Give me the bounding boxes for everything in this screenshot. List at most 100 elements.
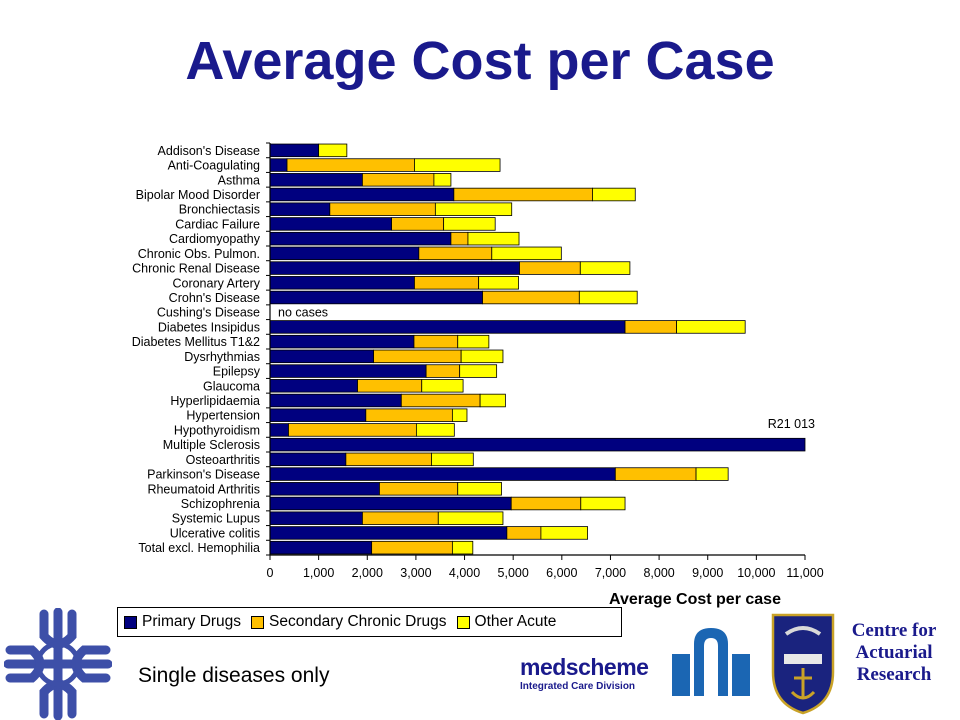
bar-secondary-chronic-drugs-bipolar-mood-disorder	[453, 187, 593, 202]
bar-primary-drugs-ulcerative-colitis	[269, 526, 508, 540]
bar-other-acute-dysrhythmias	[460, 349, 504, 364]
x-tick-label-2: 2,000	[352, 566, 383, 580]
bar-other-acute-crohn-s-disease	[578, 290, 638, 305]
x-tick-labels: 0 1,000 2,000 3,000 4,000 5,000 6,000 7,000 8,00…	[267, 566, 824, 580]
bar-primary-drugs-bipolar-mood-disorder	[269, 187, 455, 202]
bar-secondary-chronic-drugs-cardiomyopathy	[450, 231, 469, 246]
bar-secondary-chronic-drugs-glaucoma	[357, 379, 423, 393]
x-tick-label-9: 9,000	[692, 566, 723, 580]
bar-other-acute-diabetes-mellitus-t1-2	[457, 334, 490, 349]
bar-secondary-chronic-drugs-hypertension	[365, 408, 453, 422]
bar-primary-drugs-anti-coagulating	[269, 158, 288, 172]
centre-line-3: Research	[856, 664, 932, 685]
bar-primary-drugs-chronic-renal-disease	[269, 261, 520, 275]
bar-secondary-chronic-drugs-dysrhythmias	[373, 349, 462, 364]
bar-other-acute-glaucoma	[421, 379, 464, 393]
bar-secondary-chronic-drugs-asthma	[362, 173, 435, 187]
bar-other-acute-hypothyroidism	[415, 423, 455, 437]
bar-secondary-chronic-drugs-ulcerative-colitis	[506, 526, 542, 540]
category-label-diabetes-insipidus: Diabetes Insipidus	[158, 320, 260, 334]
category-label-epilepsy: Epilepsy	[213, 365, 261, 379]
bar-other-acute-asthma	[433, 173, 452, 187]
bar-other-acute-hyperlipidaemia	[479, 393, 506, 408]
bar-primary-drugs-hypertension	[269, 408, 367, 422]
legend-item-other: Other Acute	[456, 613, 557, 631]
bar-other-acute-diabetes-insipidus	[676, 320, 746, 334]
bar-secondary-chronic-drugs-chronic-renal-disease	[519, 261, 581, 275]
bar-other-acute-bronchiectasis	[434, 202, 513, 216]
category-label-asthma: Asthma	[218, 173, 260, 187]
category-label-bronchiectasis: Bronchiectasis	[179, 203, 260, 217]
bar-primary-drugs-coronary-artery	[269, 276, 415, 290]
category-label-hypertension: Hypertension	[186, 409, 260, 423]
bar-other-acute-cardiac-failure	[443, 217, 496, 231]
chart-legend: Primary Drugs Secondary Chronic Drugs Ot…	[117, 607, 622, 637]
bar-secondary-chronic-drugs-crohn-s-disease	[482, 290, 580, 305]
university-crest-icon	[771, 613, 835, 715]
medscheme-emblem-icon	[672, 628, 750, 696]
bar-primary-drugs-multiple-sclerosis	[269, 437, 806, 452]
bar-secondary-chronic-drugs-hyperlipidaemia	[400, 393, 481, 408]
category-label-parkinson-s-disease: Parkinson's Disease	[147, 468, 260, 482]
bar-other-acute-addison-s-disease	[318, 143, 348, 158]
bar-primary-drugs-chronic-obs-pulmon	[269, 246, 420, 261]
bar-other-acute-parkinson-s-disease	[695, 467, 729, 481]
bar-primary-drugs-hypothyroidism	[269, 423, 289, 437]
x-tick-label-8: 8,000	[643, 566, 674, 580]
x-tick-label-0: 0	[267, 566, 274, 580]
category-label-chronic-obs-pulmon: Chronic Obs. Pulmon.	[138, 247, 260, 261]
x-axis-title: Average Cost per case	[609, 591, 781, 608]
footnote: Single diseases only	[138, 664, 330, 687]
bar-primary-drugs-hyperlipidaemia	[269, 393, 402, 408]
bar-primary-drugs-asthma	[269, 173, 363, 187]
category-label-osteoarthritis: Osteoarthritis	[186, 453, 260, 467]
category-label-rheumatoid-arthritis: Rheumatoid Arthritis	[147, 482, 260, 496]
annotation-r21-013: R21 013	[768, 417, 815, 431]
bar-primary-drugs-addison-s-disease	[269, 143, 320, 158]
category-label-total-excl-hemophilia: Total excl. Hemophilia	[138, 541, 260, 555]
category-label-addison-s-disease: Addison's Disease	[158, 144, 260, 158]
bar-secondary-chronic-drugs-diabetes-mellitus-t1-2	[413, 334, 459, 349]
x-tick-label-6: 6,000	[546, 566, 577, 580]
category-label-hyperlipidaemia: Hyperlipidaemia	[170, 394, 260, 408]
bar-primary-drugs-diabetes-insipidus	[269, 320, 626, 334]
bar-other-acute-osteoarthritis	[431, 452, 474, 467]
chart-annotations: no cases R21 013	[278, 306, 815, 431]
legend-swatch-other	[456, 615, 470, 629]
legend-label-other: Other Acute	[474, 613, 557, 630]
legend-swatch-secondary	[251, 615, 265, 629]
page-title: Average Cost per Case	[185, 31, 775, 91]
bar-primary-drugs-cardiac-failure	[269, 217, 392, 231]
bar-secondary-chronic-drugs-coronary-artery	[414, 276, 480, 290]
chart-bars	[269, 143, 806, 555]
bar-primary-drugs-cardiomyopathy	[269, 231, 452, 246]
x-tick-label-1: 1,000	[303, 566, 334, 580]
category-label-anti-coagulating: Anti-Coagulating	[168, 159, 260, 173]
category-label-crohn-s-disease: Crohn's Disease	[169, 291, 260, 305]
category-label-hypothyroidism: Hypothyroidism	[174, 423, 260, 437]
x-tick-label-5: 5,000	[498, 566, 529, 580]
bar-primary-drugs-systemic-lupus	[269, 511, 363, 525]
bar-primary-drugs-epilepsy	[269, 364, 427, 378]
x-tick-label-4: 4,000	[449, 566, 480, 580]
x-tick-label-3: 3,000	[400, 566, 431, 580]
category-label-multiple-sclerosis: Multiple Sclerosis	[163, 438, 260, 452]
bar-other-acute-coronary-artery	[478, 276, 519, 290]
bar-secondary-chronic-drugs-diabetes-insipidus	[624, 320, 678, 334]
bar-other-acute-cardiomyopathy	[467, 231, 520, 246]
category-label-coronary-artery: Coronary Artery	[172, 276, 260, 290]
x-tick-label-7: 7,000	[595, 566, 626, 580]
category-label-ulcerative-colitis: Ulcerative colitis	[170, 526, 260, 540]
category-label-schizophrenia: Schizophrenia	[181, 497, 260, 511]
category-label-cushing-s-disease: Cushing's Disease	[157, 306, 260, 320]
bar-secondary-chronic-drugs-osteoarthritis	[345, 452, 432, 467]
medscheme-division-text: Integrated Care Division	[520, 681, 636, 692]
bar-other-acute-hypertension	[451, 408, 468, 422]
bar-secondary-chronic-drugs-epilepsy	[425, 364, 461, 378]
bar-primary-drugs-crohn-s-disease	[269, 290, 483, 305]
bar-primary-drugs-parkinson-s-disease	[269, 467, 616, 481]
bar-primary-drugs-schizophrenia	[269, 496, 512, 511]
chart-axes	[266, 142, 806, 560]
